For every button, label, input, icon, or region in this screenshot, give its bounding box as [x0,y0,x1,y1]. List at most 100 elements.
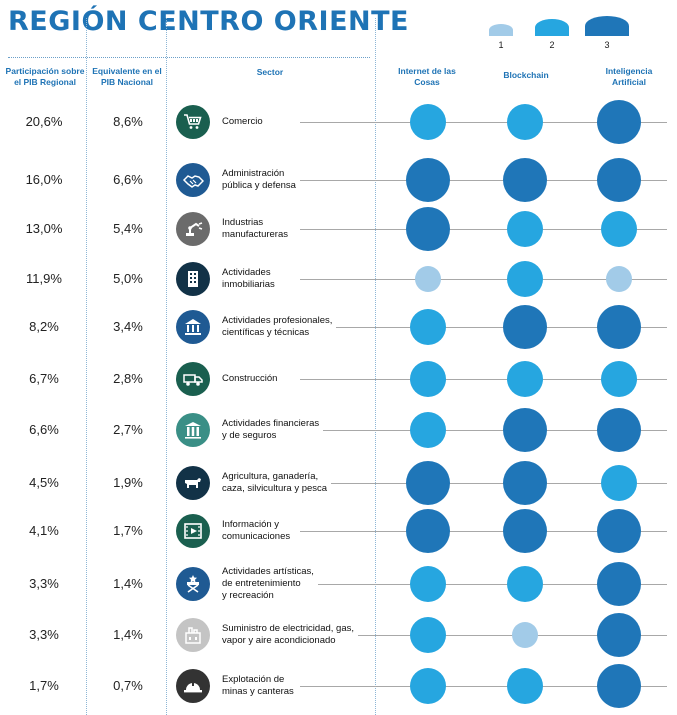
iot-level-dot [410,361,446,397]
sector-label-line: Actividades financieras [222,418,320,429]
legend-swatch-2 [535,19,569,36]
blockchain-level-dot [503,408,547,452]
blockchain-level-dot [507,566,543,602]
ai-level-dot [597,562,641,606]
cart-icon [176,105,210,139]
sector-label: Industrias manufactureras [222,217,293,241]
sector-label-line: Actividades [222,267,271,278]
iot-level-dot [406,461,450,505]
column-divider [375,18,376,715]
ai-level-dot [597,664,641,708]
institution-icon [176,310,210,344]
column-divider [166,18,167,715]
row-guide-line [300,430,667,431]
sector-label-line: Comercio [222,116,263,127]
blockchain-level-dot [503,509,547,553]
ai-level-dot [597,613,641,657]
ai-level-dot [606,266,632,292]
equivalent-value: 1,9% [113,475,143,490]
header-equivalent: Equivalente en el PIB Nacional [92,66,162,87]
sector-label: Comercio [222,116,267,128]
equivalent-value: 6,6% [113,172,143,187]
sector-label-line: pública y defensa [222,180,296,191]
sector-label-line: comunicaciones [222,531,291,542]
page-title: REGIÓN CENTRO ORIENTE [8,6,409,37]
sector-label: Actividades inmobiliarias [222,267,279,291]
iot-level-dot [406,158,450,202]
legend-label-3: 3 [604,40,610,50]
sector-label-line: Actividades profesionales, [222,315,333,326]
blockchain-level-dot [503,305,547,349]
sector-label-line: vapor y aire acondicionado [222,635,336,646]
truck-icon [176,362,210,396]
ai-level-dot [601,361,637,397]
equivalent-value: 8,6% [113,114,143,129]
sector-label: Administración pública y defensa [222,168,300,192]
ai-level-dot [597,158,641,202]
blockchain-level-dot [507,211,543,247]
power-plant-icon [176,618,210,652]
equivalent-value: 3,4% [113,319,143,334]
robot-arm-icon [176,212,210,246]
blockchain-level-dot [503,158,547,202]
ai-level-dot [597,305,641,349]
participation-value: 3,3% [29,627,59,642]
ai-level-dot [597,509,641,553]
legend: 1 2 3 [485,16,645,56]
sector-label-line: Industrias [222,217,264,228]
sector-label: Información y comunicaciones [222,519,295,543]
sector-label-line: Información y [222,519,280,530]
sector-label: Actividades profesionales, científicas y … [222,315,337,339]
sector-label-line: minas y canteras [222,686,294,697]
sector-label-line: de entretenimiento [222,578,301,589]
iot-level-dot [406,509,450,553]
row-guide-line [300,483,667,484]
row-guide-line [300,379,667,380]
participation-value: 20,6% [25,114,63,129]
legend-swatch-3 [585,16,629,36]
blockchain-level-dot [507,361,543,397]
sector-label-line: Administración [222,168,285,179]
row-guide-line [300,531,667,532]
legend-item-1: 1 [489,16,513,50]
director-chair-icon [176,567,210,601]
iot-level-dot [406,207,450,251]
bank-columns-icon [176,413,210,447]
legend-label-1: 1 [498,40,504,50]
sector-label-line: y recreación [222,590,274,601]
equivalent-value: 5,4% [113,221,143,236]
sector-label-line: Explotación de [222,674,285,685]
participation-value: 4,5% [29,475,59,490]
column-divider [86,18,87,715]
header-rule [8,57,370,58]
equivalent-value: 1,7% [113,523,143,538]
blockchain-level-dot [503,461,547,505]
legend-item-2: 2 [535,16,569,50]
sector-label: Agricultura, ganadería, caza, silvicultur… [222,471,332,495]
equivalent-value: 5,0% [113,271,143,286]
hard-hat-icon [176,669,210,703]
row-guide-line [300,279,667,280]
participation-value: 16,0% [25,172,63,187]
equivalent-value: 0,7% [113,678,143,693]
legend-label-2: 2 [549,40,555,50]
row-guide-line [300,229,667,230]
sector-label-line: y de seguros [222,430,277,441]
row-guide-line [300,686,667,687]
header-participation: Participación sobre el PIB Regional [5,66,85,87]
sector-label-line: científicas y técnicas [222,327,310,338]
row-guide-line [300,584,667,585]
film-icon [176,514,210,548]
sector-label-line: manufactureras [222,229,289,240]
equivalent-value: 2,7% [113,422,143,437]
iot-level-dot [410,617,446,653]
ai-level-dot [597,100,641,144]
ai-level-dot [597,408,641,452]
sector-label-line: Actividades artísticas, [222,566,314,577]
iot-level-dot [410,668,446,704]
row-guide-line [300,180,667,181]
participation-value: 8,2% [29,319,59,334]
header-sector: Sector [256,67,284,77]
sector-label-line: Agricultura, ganadería, [222,471,319,482]
blockchain-level-dot [507,104,543,140]
